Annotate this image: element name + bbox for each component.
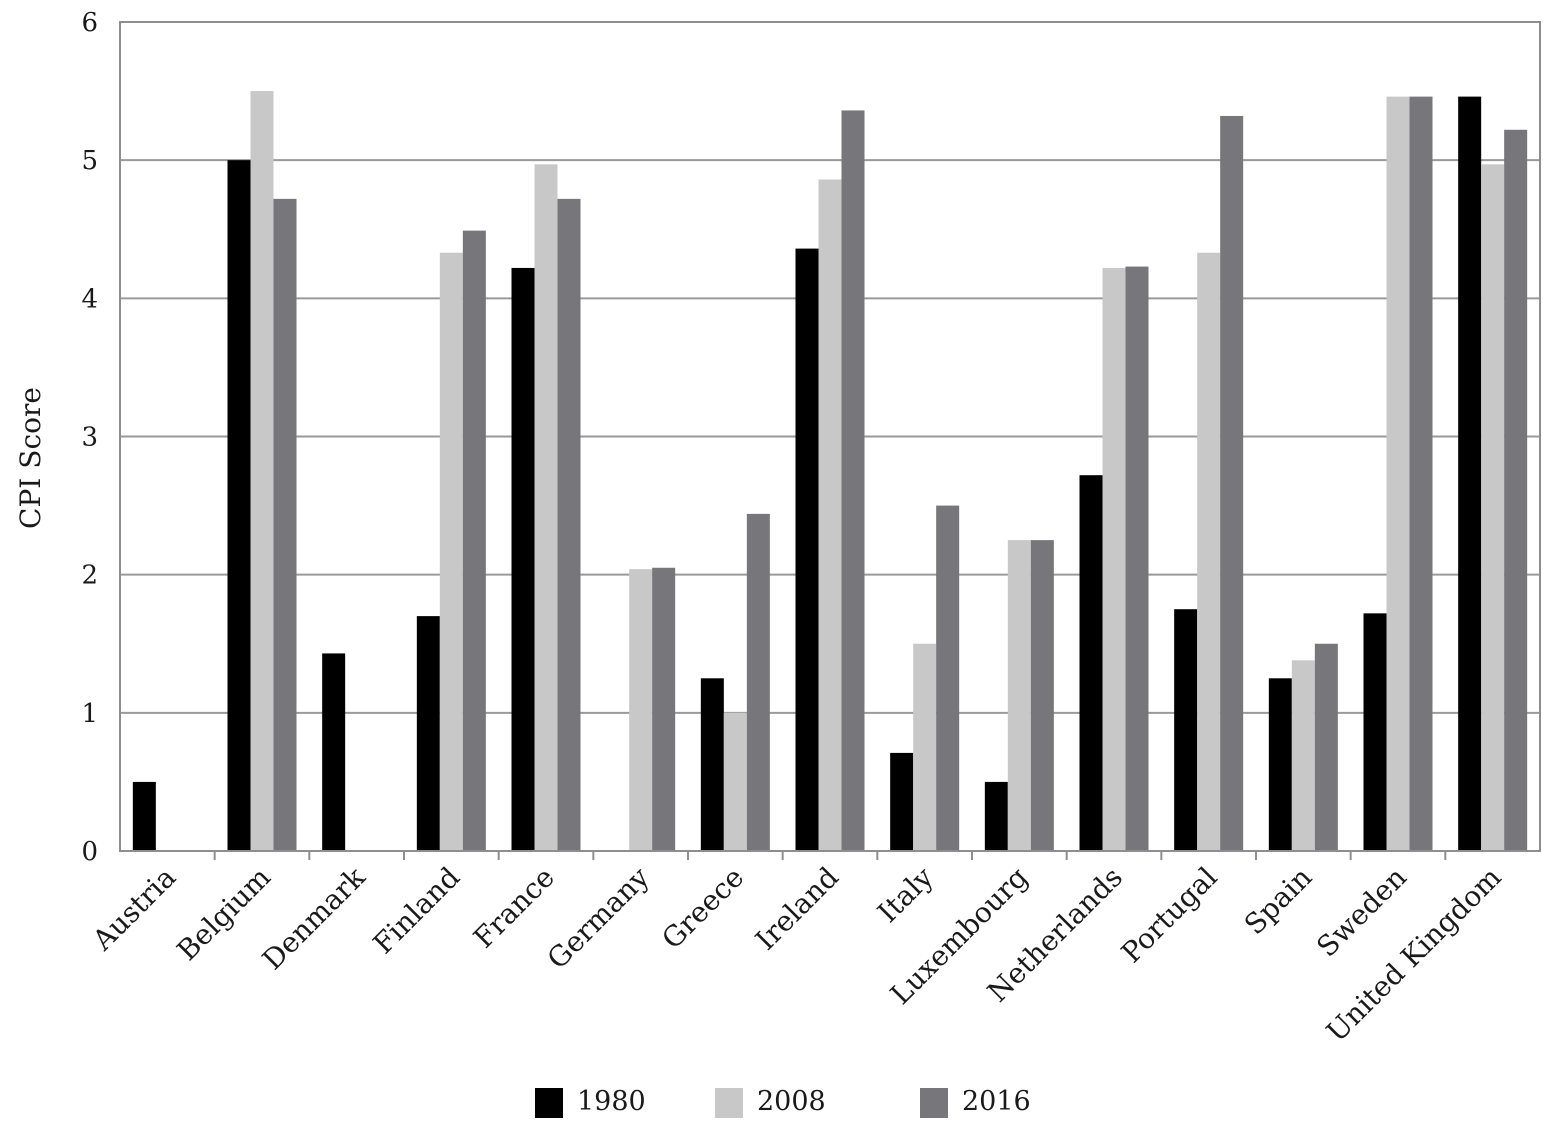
- legend-label-2008: 2008: [757, 1086, 826, 1117]
- legend-swatch-2008: [715, 1088, 743, 1118]
- x-tick-label: Portugal: [1115, 861, 1224, 970]
- bar-2016-netherlands: [1125, 266, 1149, 851]
- bar-2016-belgium: [273, 198, 297, 851]
- x-tick-label: Greece: [655, 861, 750, 956]
- legend-label-1980: 1980: [577, 1086, 646, 1117]
- bar-1980-sweden: [1363, 613, 1387, 851]
- bar-2016-italy: [936, 505, 960, 851]
- bar-1980-netherlands: [1079, 475, 1103, 851]
- x-tick-label: Spain: [1238, 861, 1318, 941]
- bar-2008-belgium: [250, 91, 274, 852]
- bars: [132, 91, 1528, 852]
- bar-1980-france: [511, 267, 535, 852]
- y-tick-label: 3: [81, 423, 98, 453]
- bar-2016-ireland: [841, 110, 865, 852]
- y-axis-title: CPI Score: [14, 387, 47, 529]
- bar-2008-france: [534, 164, 558, 852]
- bar-2008-germany: [629, 569, 653, 851]
- bar-2016-finland: [462, 230, 486, 852]
- bar-2016-united-kingdom: [1504, 129, 1528, 851]
- y-axis-ticks: 0 1 2 3 4 5 6: [81, 8, 98, 867]
- y-tick-label: 6: [81, 8, 98, 38]
- bar-1980-united-kingdom: [1458, 96, 1482, 852]
- x-tick-label: United Kingdom: [1320, 861, 1508, 1049]
- y-tick-label: 4: [81, 284, 98, 314]
- bar-1980-greece: [700, 678, 724, 851]
- plot-frame: [119, 21, 1541, 852]
- bar-2016-spain: [1314, 643, 1338, 851]
- y-tick-label: 2: [81, 561, 98, 591]
- x-tick-label: Italy: [871, 860, 940, 929]
- bar-1980-denmark: [322, 653, 346, 851]
- bar-2008-luxembourg: [1007, 540, 1031, 851]
- bar-2016-greece: [746, 513, 770, 851]
- bar-1980-italy: [890, 752, 914, 851]
- legend-swatch-2016: [920, 1088, 948, 1118]
- bar-1980-spain: [1268, 678, 1292, 851]
- bar-2016-portugal: [1220, 115, 1244, 852]
- bar-2008-spain: [1291, 660, 1315, 851]
- x-tick-label: Finland: [367, 861, 467, 961]
- legend-label-2016: 2016: [962, 1086, 1031, 1117]
- bar-2008-ireland: [818, 179, 842, 851]
- bar-2008-portugal: [1197, 252, 1221, 851]
- y-tick-label: 0: [81, 837, 98, 867]
- bar-1980-finland: [416, 616, 440, 851]
- bar-1980-luxembourg: [984, 781, 1008, 851]
- bar-2016-germany: [652, 567, 676, 851]
- bar-1980-austria: [132, 781, 156, 851]
- bar-2008-sweden: [1386, 96, 1410, 852]
- bar-1980-belgium: [227, 160, 251, 851]
- legend-swatch-1980: [535, 1088, 563, 1118]
- bar-2008-netherlands: [1102, 267, 1126, 852]
- bar-2008-italy: [913, 643, 937, 851]
- bar-2008-greece: [723, 712, 747, 851]
- x-tick-label: France: [467, 861, 561, 955]
- bar-2016-france: [557, 198, 581, 851]
- bar-2016-sweden: [1409, 96, 1433, 852]
- bar-2008-united-kingdom: [1481, 164, 1505, 852]
- legend: 1980 2008 2016: [535, 1086, 1031, 1118]
- bar-2016-luxembourg: [1030, 540, 1054, 851]
- x-tick-label: Austria: [85, 861, 182, 958]
- y-tick-label: 5: [81, 146, 98, 176]
- x-tick-label: Ireland: [749, 861, 845, 957]
- plot-border: [119, 21, 1541, 852]
- x-tick-label: Denmark: [256, 860, 372, 976]
- bar-2008-finland: [439, 252, 463, 851]
- bar-1980-portugal: [1174, 609, 1198, 851]
- bar-1980-ireland: [795, 248, 819, 852]
- x-tick-label: Germany: [541, 860, 656, 975]
- y-tick-label: 1: [81, 699, 98, 729]
